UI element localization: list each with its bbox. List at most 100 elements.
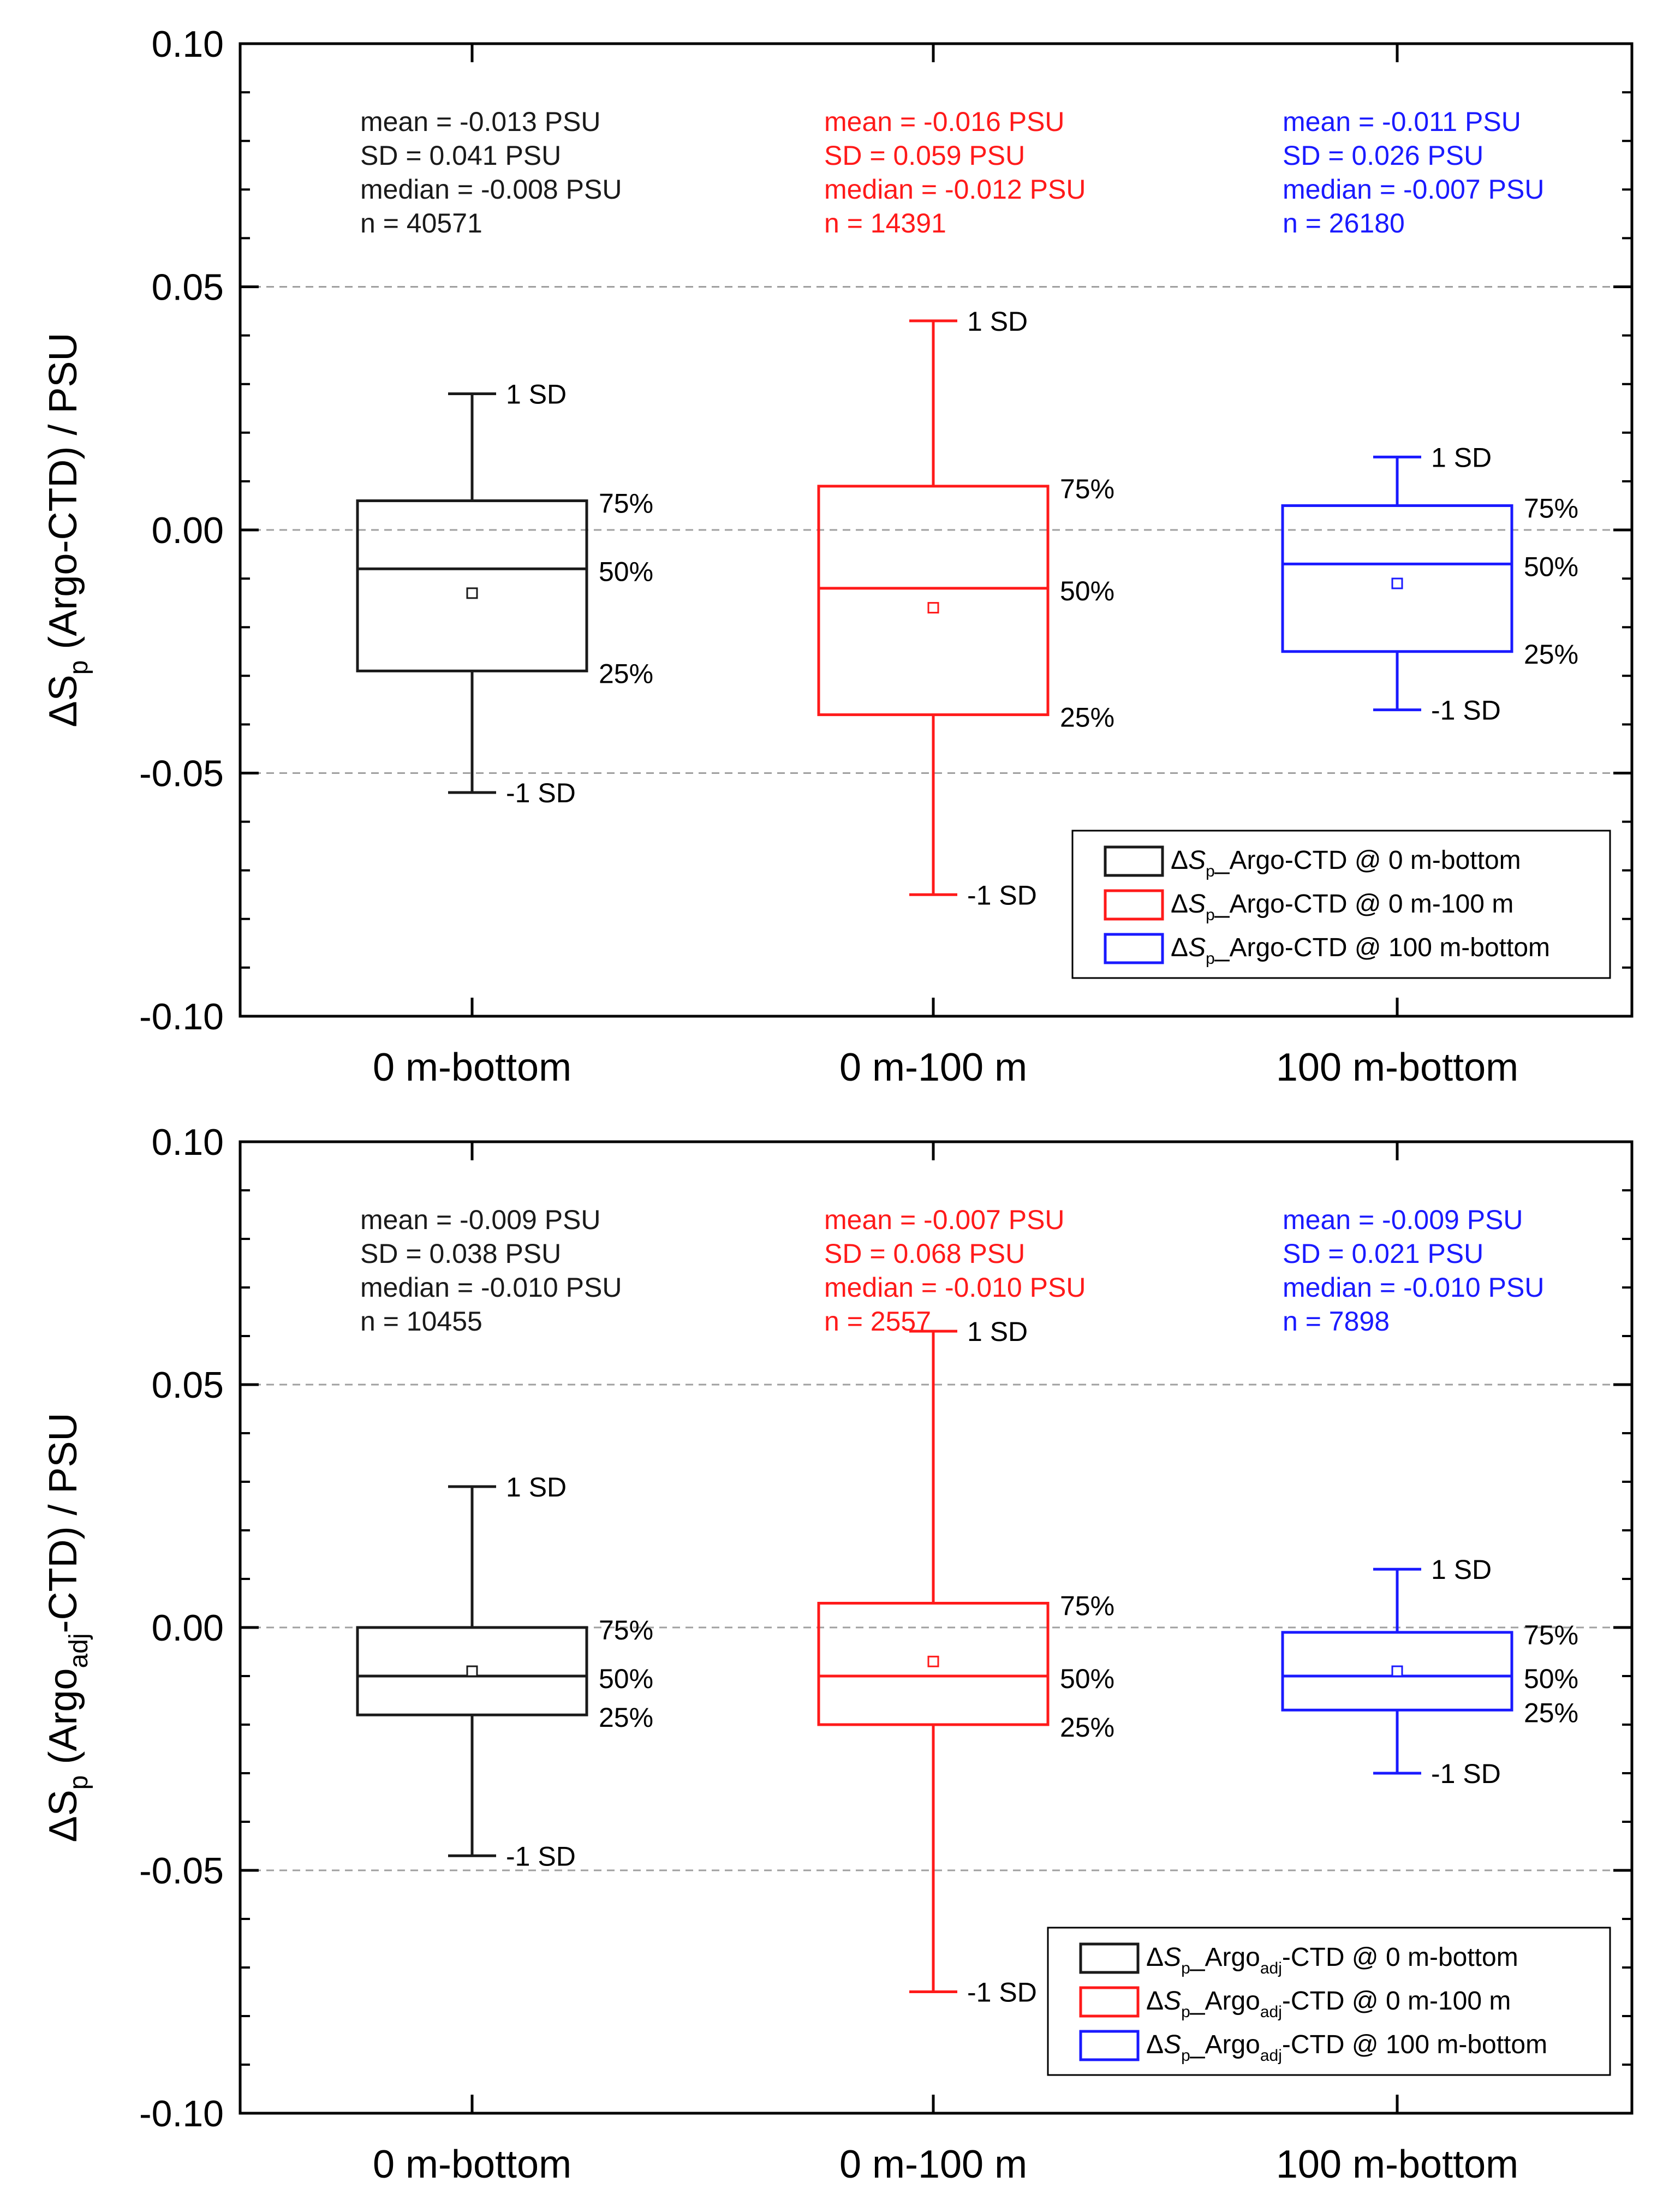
label-minus-1-sd: -1 SD [506,778,576,808]
x-tick-label: 0 m-bottom [373,1046,571,1089]
legend-delta: Δ [1146,1943,1164,1972]
label-minus-1-sd: -1 SD [967,1977,1037,2008]
legend-suffix: -CTD @ 100 m-bottom [1282,2030,1547,2059]
stat-line: median = -0.007 PSU [1283,174,1544,205]
legend-delta: Δ [1146,1987,1164,2016]
legend-entry-label: ΔSp_Argo-CTD @ 100 m-bottom [1171,933,1550,968]
y-axis-label: ΔSp (Argo-CTD) / PSU [41,333,93,728]
stat-line: median = -0.012 PSU [824,174,1086,205]
legend-entry-label: ΔSp_Argoadj-CTD @ 0 m-bottom [1146,1943,1518,1977]
legend-sub-2: adj [1260,2003,1282,2021]
y-axis-label-subscript: p [64,660,93,675]
stat-line: SD = 0.059 PSU [824,140,1025,171]
legend-delta: Δ [1171,846,1188,875]
label-50-percent: 50% [599,1664,653,1694]
stat-line: n = 26180 [1283,208,1405,239]
label-50-percent: 50% [1060,1664,1114,1694]
legend-entry-label: ΔSp_Argo-CTD @ 0 m-100 m [1171,890,1513,924]
stat-line: n = 40571 [360,208,482,239]
y-tick-label: 0.05 [152,267,224,308]
stat-line: n = 2557 [824,1306,931,1337]
y-tick-label: 0.05 [152,1364,224,1406]
legend-swatch [1104,845,1164,877]
stat-line: mean = -0.011 PSU [1283,106,1521,137]
label-50-percent: 50% [1524,1664,1578,1694]
y-axis-label-symbol: ΔS [41,675,85,727]
label-minus-1-sd: -1 SD [506,1841,576,1871]
label-plus-1-sd: 1 SD [1431,1554,1492,1585]
mean-marker [927,602,939,614]
legend-sub: p [1206,862,1215,880]
legend-italic: S [1164,2030,1181,2059]
stat-line: SD = 0.038 PSU [360,1238,561,1269]
label-minus-1-sd: -1 SD [967,880,1037,910]
stat-line: SD = 0.026 PSU [1283,140,1483,171]
label-minus-1-sd: -1 SD [1431,1758,1501,1789]
label-plus-1-sd: 1 SD [1431,442,1492,473]
iqr-box [356,1626,588,1716]
label-25-percent: 25% [1060,1712,1114,1743]
legend-sub: p [1181,1959,1190,1977]
mean-marker [1391,577,1403,589]
label-25-percent: 25% [1524,639,1578,670]
legend-sub-2: adj [1260,2047,1282,2065]
y-axis-label-subscript: p [64,1775,93,1790]
label-75-percent: 75% [599,488,653,519]
legend-suffix: -CTD @ 0 m-100 m [1282,1987,1511,2016]
stat-line: mean = -0.016 PSU [824,106,1065,137]
label-75-percent: 75% [1060,474,1114,504]
stat-line: mean = -0.009 PSU [360,1205,601,1235]
stat-line: n = 14391 [824,208,946,239]
legend-delta: Δ [1171,890,1188,919]
y-axis-label-subscript-2: adj [64,1633,93,1668]
legend-mid: _Argo [1214,846,1285,875]
stat-line: n = 7898 [1283,1306,1390,1337]
y-tick-label: -0.10 [139,996,224,1038]
label-75-percent: 75% [599,1615,653,1645]
x-tick-label: 0 m-bottom [373,2143,571,2186]
legend-sub: p [1206,906,1215,924]
y-tick-label: 0.10 [152,1122,224,1163]
y-axis-label-middle: (Argo [41,553,85,660]
label-75-percent: 75% [1524,493,1578,523]
stat-line: median = -0.010 PSU [824,1272,1086,1303]
y-tick-label: 0.10 [152,23,224,65]
legend-mid: _Argo [1190,2030,1260,2059]
y-axis-label-middle: (Argo [41,1668,85,1775]
y-axis-label-suffix: -CTD) / PSU [41,333,85,553]
stat-line: mean = -0.009 PSU [1283,1205,1523,1235]
legend-frame [1047,1927,1611,2076]
x-tick-label: 100 m-bottom [1276,1046,1518,1089]
legend-swatch [1079,1986,1140,2018]
legend-italic: S [1188,890,1206,919]
y-tick-label: 0.00 [152,1607,224,1649]
stat-line: median = -0.010 PSU [1283,1272,1544,1303]
legend-suffix: -CTD @ 0 m-bottom [1285,846,1521,875]
legend: ΔSp_Argoadj-CTD @ 0 m-bottomΔSp_Argoadj-… [1047,1927,1611,2076]
label-75-percent: 75% [1524,1620,1578,1650]
y-tick-label: -0.05 [139,753,224,795]
legend-mid: _Argo [1214,890,1285,919]
legend-swatch [1104,933,1164,964]
chart-panel-top: -0.10 -0.05 0.00 0.05 0.10 0 m-bottom 0 m-100 … [41,23,1634,1089]
label-25-percent: 25% [599,658,653,689]
legend-suffix: -CTD @ 100 m-bottom [1285,933,1550,962]
stat-line: mean = -0.007 PSU [824,1205,1065,1235]
label-plus-1-sd: 1 SD [506,1472,567,1503]
mean-marker [466,1665,478,1677]
legend-entry-label: ΔSp_Argo-CTD @ 0 m-bottom [1171,846,1521,880]
label-50-percent: 50% [599,556,653,587]
stat-line: median = -0.008 PSU [360,174,622,205]
stat-line: SD = 0.041 PSU [360,140,561,171]
legend-suffix: -CTD @ 0 m-100 m [1285,890,1513,919]
y-tick-label: -0.10 [139,2093,224,2135]
legend-sub-2: adj [1260,1959,1282,1977]
legend-swatch [1079,2030,1140,2061]
y-axis-label: ΔSp (Argoadj-CTD) / PSU [41,1413,93,1843]
